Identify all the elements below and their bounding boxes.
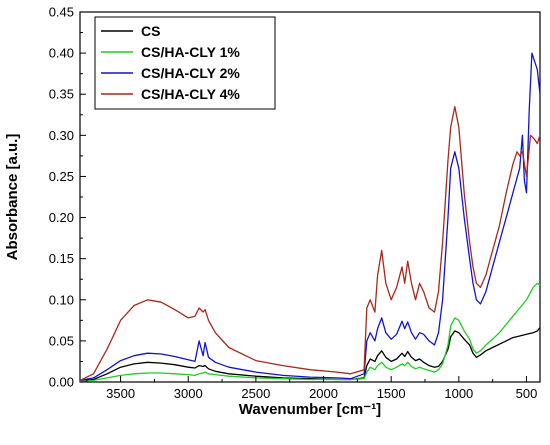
x-tick-label: 2500 — [241, 386, 270, 401]
x-axis-title: Wavenumber [cm⁻¹] — [239, 401, 381, 418]
y-tick-label: 0.25 — [49, 169, 74, 184]
x-axis: 3500 3000 2500 2000 1500 1000 500 — [86, 376, 538, 401]
x-tick-label: 500 — [516, 386, 538, 401]
series-line-1 — [79, 327, 541, 382]
legend-label-1: CS — [141, 23, 160, 39]
x-tick-label: 2000 — [309, 386, 338, 401]
x-tick-label: 3000 — [174, 386, 203, 401]
series-line-3 — [79, 52, 541, 382]
y-tick-label: 0.20 — [49, 210, 74, 225]
y-axis-title: Absorbance [a.u.] — [4, 134, 21, 261]
x-tick-label: 1000 — [444, 386, 473, 401]
y-tick-label: 0.30 — [49, 128, 74, 143]
legend-label-3: CS/HA-CLY 2% — [141, 65, 240, 81]
y-tick-label: 0.10 — [49, 292, 74, 307]
y-tick-label: 0.00 — [49, 375, 74, 390]
series-line-4 — [79, 105, 541, 381]
y-tick-label: 0.45 — [49, 5, 74, 20]
series-line-2 — [79, 282, 541, 382]
y-tick-label: 0.35 — [49, 87, 74, 102]
x-tick-label: 3500 — [106, 386, 135, 401]
y-tick-label: 0.05 — [49, 333, 74, 348]
y-tick-label: 0.40 — [49, 46, 74, 61]
y-axis: 0.00 0.05 0.10 0.15 0.20 0.25 0.30 0.35 0.40 0.45 — [49, 5, 86, 390]
series-layer — [79, 52, 541, 382]
y-tick-label: 0.15 — [49, 251, 74, 266]
legend-label-2: CS/HA-CLY 1% — [141, 44, 240, 60]
legend-box — [94, 16, 276, 110]
x-tick-label: 1500 — [377, 386, 406, 401]
legend-label-4: CS/HA-CLY 4% — [141, 86, 240, 102]
legend: CS CS/HA-CLY 1% CS/HA-CLY 2% CS/HA-CLY 4% — [94, 16, 276, 110]
